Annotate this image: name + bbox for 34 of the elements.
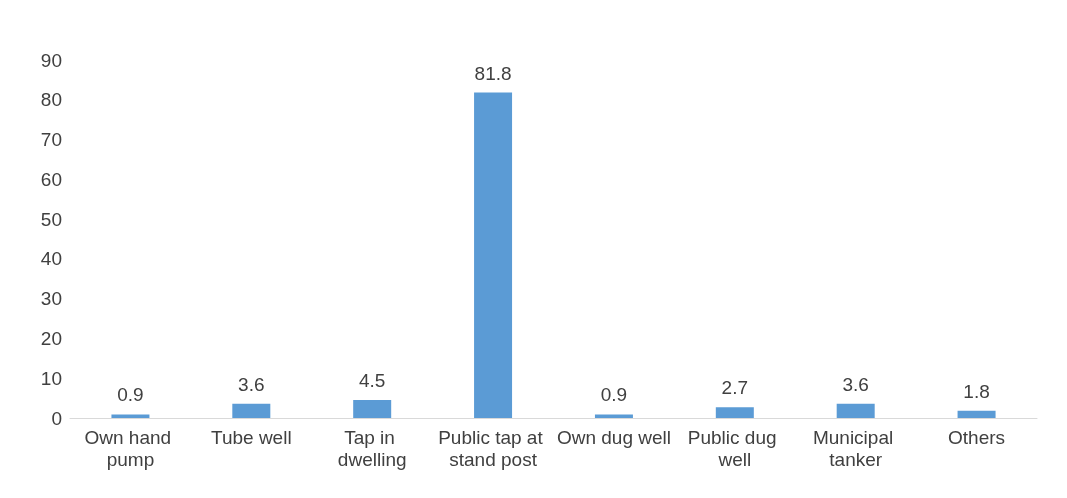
x-tick-label: Municipal tanker xyxy=(812,426,899,470)
bar xyxy=(474,92,513,418)
x-tick-label: Tube well xyxy=(211,426,292,448)
y-tick-label: 30 xyxy=(40,288,62,310)
x-tick-label: Own hand pump xyxy=(84,426,177,470)
data-label: 0.9 xyxy=(117,384,144,406)
data-label: 4.5 xyxy=(358,370,386,392)
data-label: 0.9 xyxy=(600,384,628,406)
bar xyxy=(353,400,392,418)
y-tick-label: 40 xyxy=(40,248,62,270)
y-tick-label: 90 xyxy=(40,49,62,71)
data-label: 2.7 xyxy=(721,377,749,399)
y-tick-label: 60 xyxy=(40,168,62,190)
y-tick-label: 20 xyxy=(40,327,62,349)
data-label: 81.8 xyxy=(474,62,512,84)
bar xyxy=(957,410,996,418)
bar xyxy=(232,403,271,418)
bar xyxy=(594,414,633,418)
x-tick-label: Own dug well xyxy=(556,426,671,448)
data-label: 3.6 xyxy=(842,373,869,395)
bar xyxy=(836,403,875,418)
y-tick-label: 10 xyxy=(40,367,62,389)
x-tick-label: Public tap at stand post xyxy=(438,426,548,470)
data-label: 1.8 xyxy=(963,380,990,402)
bar xyxy=(715,407,754,418)
y-tick-label: 70 xyxy=(40,129,62,151)
y-tick-label: 0 xyxy=(51,407,62,429)
y-tick-label: 50 xyxy=(40,208,62,230)
x-tick-label: Public dug well xyxy=(687,426,782,470)
x-tick-label: Tap in dwelling xyxy=(337,426,407,470)
bar xyxy=(111,414,150,418)
x-tick-label: Others xyxy=(948,426,1006,448)
y-tick-label: 80 xyxy=(40,89,62,111)
data-label: 3.6 xyxy=(238,373,265,395)
